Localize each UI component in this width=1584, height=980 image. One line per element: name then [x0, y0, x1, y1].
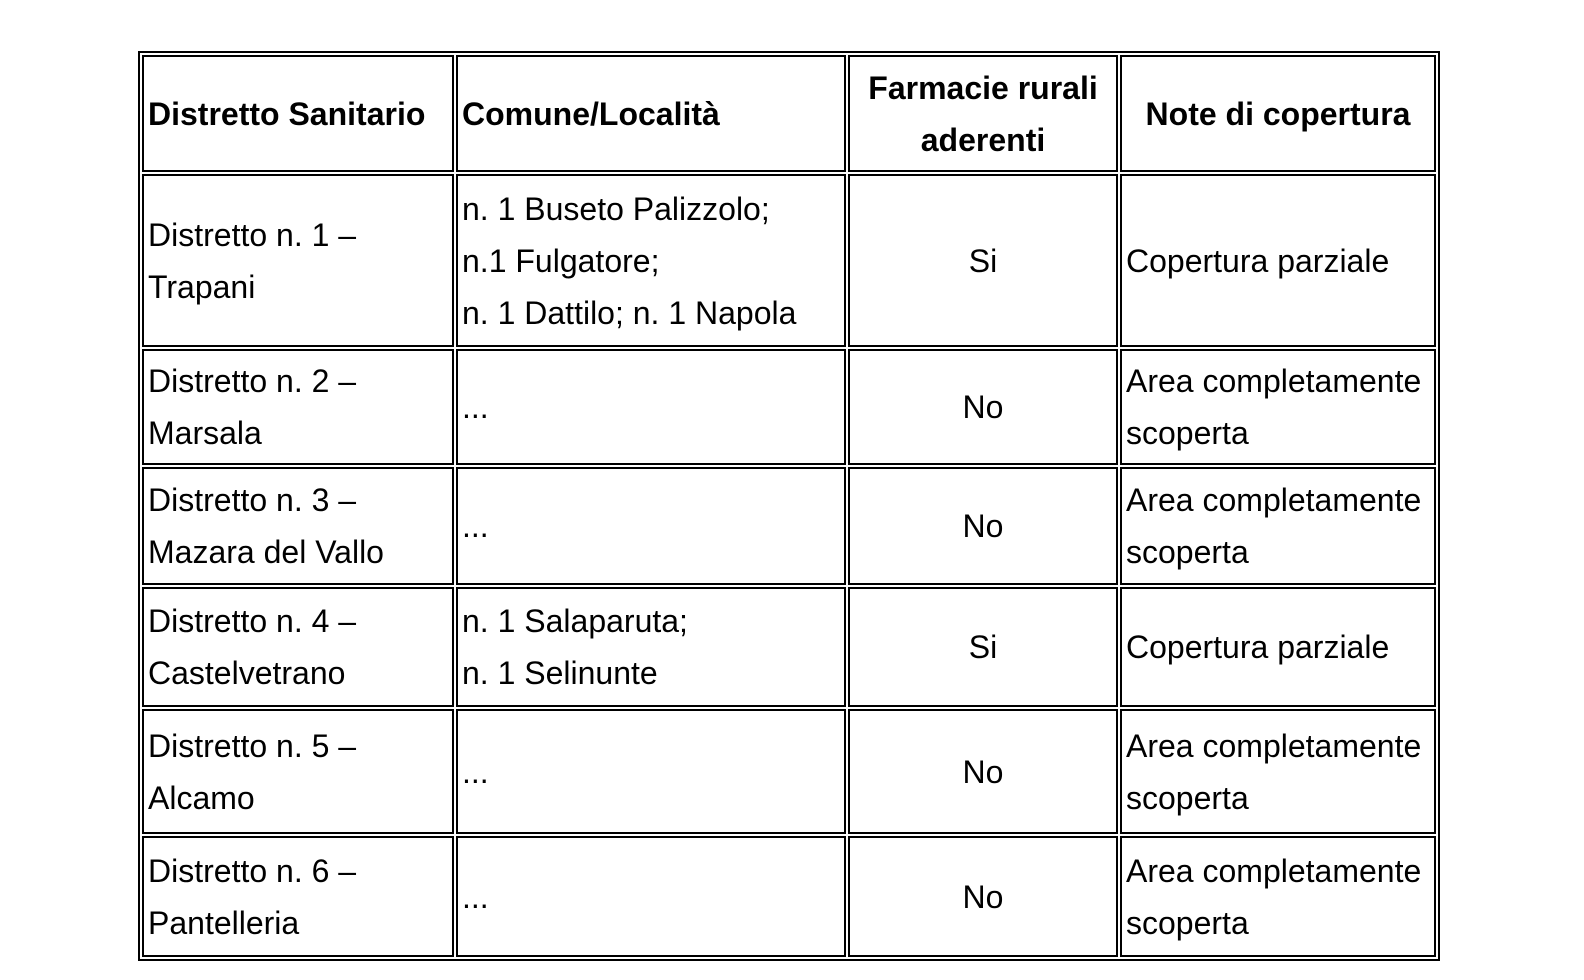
cell-distretto-sanitario: Distretto n. 2 – Marsala — [142, 349, 454, 465]
cell-farmacie-rurali-aderenti: No — [848, 709, 1118, 834]
cell-farmacie-rurali-aderenti: Si — [848, 174, 1118, 347]
cell-comune-localita: n. 1 Buseto Palizzolo; n.1 Fulgatore; n.… — [456, 174, 846, 347]
cell-distretto-sanitario: Distretto n. 6 – Pantelleria — [142, 836, 454, 957]
cell-note-di-copertura: Area completamente scoperta — [1120, 349, 1436, 465]
table-row-distretto-4: Distretto n. 4 – Castelvetrano n. 1 Sala… — [142, 587, 1436, 707]
cell-comune-localita: ... — [456, 467, 846, 585]
cell-note-di-copertura: Copertura parziale — [1120, 587, 1436, 707]
cell-distretto-sanitario: Distretto n. 1 – Trapani — [142, 174, 454, 347]
table-row-distretto-6: Distretto n. 6 – Pantelleria ... No Area… — [142, 836, 1436, 957]
cell-farmacie-rurali-aderenti: Si — [848, 587, 1118, 707]
cell-note-di-copertura: Area completamente scoperta — [1120, 467, 1436, 585]
table-row-distretto-2: Distretto n. 2 – Marsala ... No Area com… — [142, 349, 1436, 465]
table-row-distretto-1: Distretto n. 1 – Trapani n. 1 Buseto Pal… — [142, 174, 1436, 347]
table-header-row: Distretto Sanitario Comune/Località Farm… — [142, 55, 1436, 172]
column-header-distretto-sanitario: Distretto Sanitario — [142, 55, 454, 172]
cell-farmacie-rurali-aderenti: No — [848, 467, 1118, 585]
cell-farmacie-rurali-aderenti: No — [848, 836, 1118, 957]
cell-note-di-copertura: Area completamente scoperta — [1120, 836, 1436, 957]
cell-comune-localita: ... — [456, 709, 846, 834]
cell-distretto-sanitario: Distretto n. 4 – Castelvetrano — [142, 587, 454, 707]
column-header-farmacie-rurali-aderenti: Farmacie rurali aderenti — [848, 55, 1118, 172]
column-header-comune-localita: Comune/Località — [456, 55, 846, 172]
cell-note-di-copertura: Area completamente scoperta — [1120, 709, 1436, 834]
cell-note-di-copertura: Copertura parziale — [1120, 174, 1436, 347]
column-header-note-di-copertura: Note di copertura — [1120, 55, 1436, 172]
cell-distretto-sanitario: Distretto n. 5 – Alcamo — [142, 709, 454, 834]
table-row-distretto-3: Distretto n. 3 – Mazara del Vallo ... No… — [142, 467, 1436, 585]
cell-distretto-sanitario: Distretto n. 3 – Mazara del Vallo — [142, 467, 454, 585]
cell-farmacie-rurali-aderenti: No — [848, 349, 1118, 465]
table-row-distretto-5: Distretto n. 5 – Alcamo ... No Area comp… — [142, 709, 1436, 834]
cell-comune-localita: ... — [456, 836, 846, 957]
farmacie-rurali-coverage-table: Distretto Sanitario Comune/Località Farm… — [138, 51, 1440, 961]
cell-comune-localita: n. 1 Salaparuta; n. 1 Selinunte — [456, 587, 846, 707]
cell-comune-localita: ... — [456, 349, 846, 465]
